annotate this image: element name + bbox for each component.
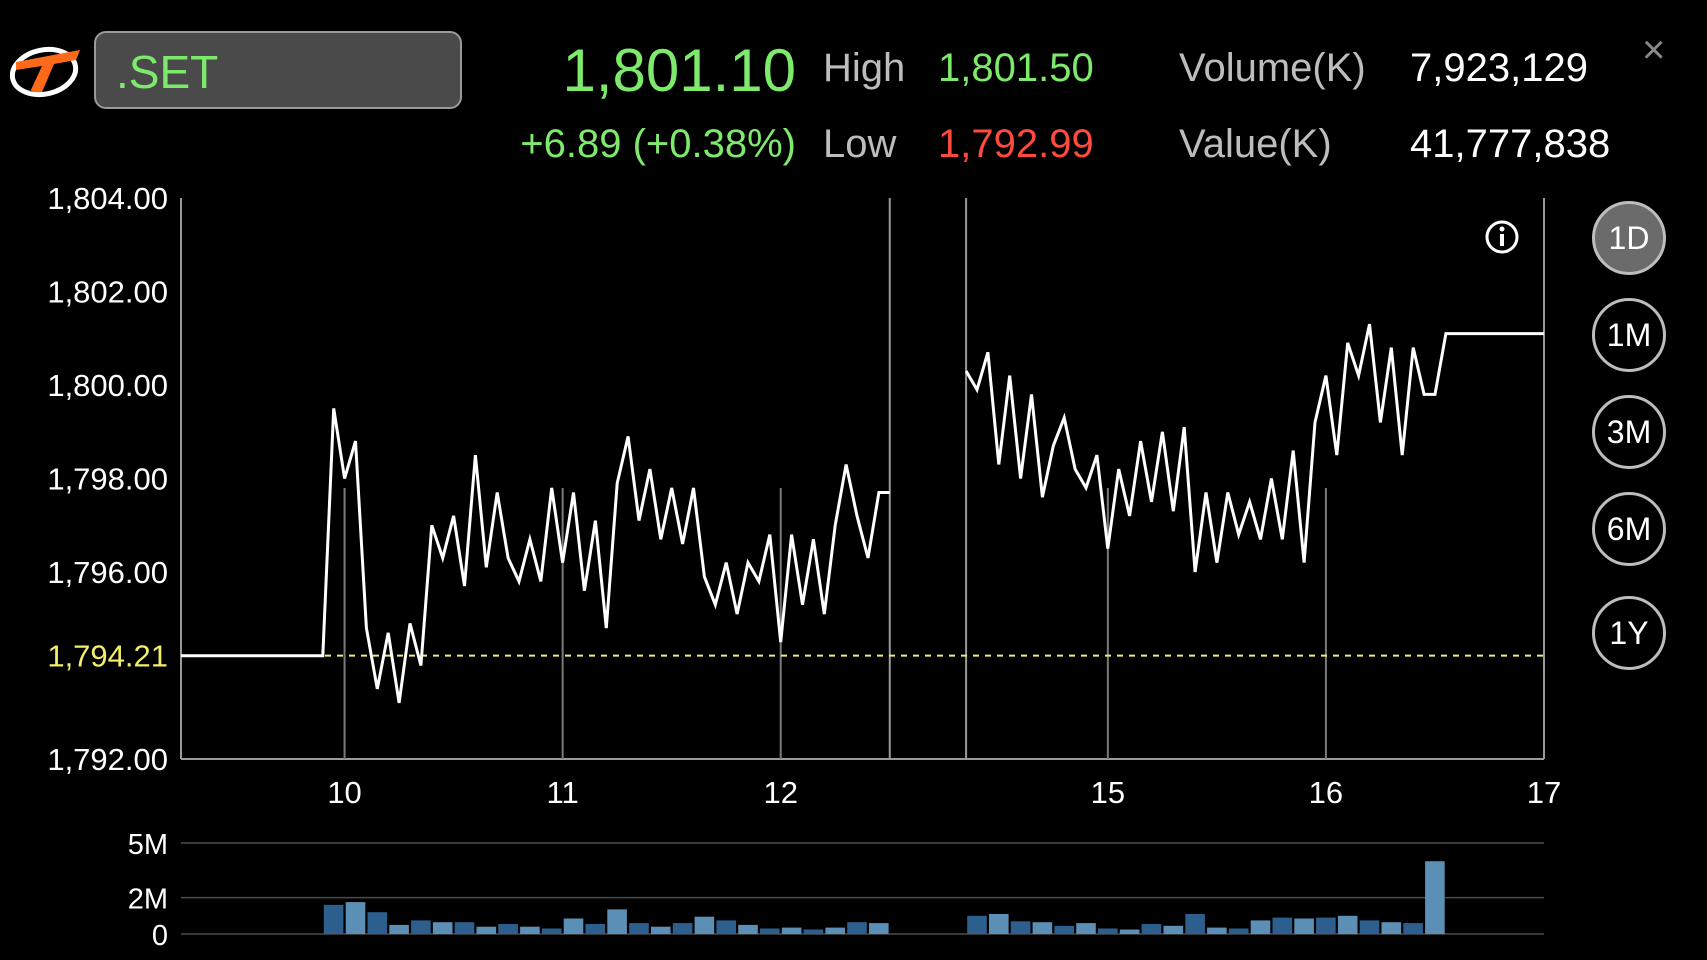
volume-bar xyxy=(1316,917,1336,934)
volume-bar xyxy=(738,924,758,934)
y-tick-label: 1,804.00 xyxy=(47,181,168,216)
x-tick-label: 12 xyxy=(763,775,797,810)
volume-bar xyxy=(869,923,889,934)
volume-value: 7,923,129 xyxy=(1410,46,1588,90)
y-tick-label: 1,800.00 xyxy=(47,368,168,403)
volume-bar xyxy=(629,923,649,934)
symbol-search-field[interactable]: .SET xyxy=(94,31,462,109)
volume-bar xyxy=(1272,917,1293,934)
volume-bar xyxy=(1054,925,1074,934)
volume-bar xyxy=(781,927,802,934)
volume-bar xyxy=(1425,861,1445,934)
volume-bar xyxy=(1207,927,1227,934)
low-label: Low xyxy=(823,122,897,166)
volume-bar xyxy=(1163,925,1184,934)
volume-bar xyxy=(476,926,497,934)
volume-bar xyxy=(563,918,584,934)
timeframe-button-1m[interactable]: 1M xyxy=(1592,298,1666,372)
x-tick-label: 15 xyxy=(1091,775,1125,810)
volume-bar xyxy=(1294,918,1314,934)
price-line-segment xyxy=(181,408,890,704)
timeframe-button-6m[interactable]: 6M xyxy=(1592,492,1666,566)
info-icon[interactable] xyxy=(1485,220,1519,254)
volume-bar xyxy=(1381,922,1402,934)
volume-bar xyxy=(345,902,366,934)
volume-bar xyxy=(432,922,453,934)
y-tick-label: 1,792.00 xyxy=(47,742,168,777)
low-value: 1,792.99 xyxy=(938,122,1094,166)
volume-bar xyxy=(1098,928,1118,934)
high-label: High xyxy=(823,46,906,90)
volume-bar xyxy=(389,924,409,934)
price-line-segment xyxy=(964,323,1544,573)
volume-tick-label: 0 xyxy=(152,920,168,952)
volume-bar xyxy=(1185,914,1205,934)
symbol-text: .SET xyxy=(116,46,219,98)
y-tick-label: 1,798.00 xyxy=(47,462,168,497)
volume-bar xyxy=(967,915,987,934)
volume-bar xyxy=(1250,920,1271,934)
brand-logo-icon xyxy=(9,44,82,100)
volume-bar xyxy=(1403,923,1423,934)
volume-bar xyxy=(1359,920,1380,934)
volume-bar xyxy=(651,926,671,934)
volume-tick-label: 2M xyxy=(128,884,168,916)
volume-bar xyxy=(1228,928,1249,934)
volume-bar xyxy=(1010,921,1031,934)
volume-bar xyxy=(585,924,606,934)
close-icon[interactable]: × xyxy=(1642,28,1666,72)
volume-tick-label: 5M xyxy=(128,829,168,861)
timeframe-button-1y[interactable]: 1Y xyxy=(1592,596,1666,670)
volume-bar xyxy=(1119,929,1140,934)
last-price: 1,801.10 xyxy=(562,37,796,104)
volume-bar xyxy=(454,922,475,934)
volume-bar xyxy=(672,923,693,934)
volume-bar xyxy=(1141,924,1162,934)
value-value: 41,777,838 xyxy=(1410,122,1611,166)
volume-bar xyxy=(1337,915,1358,934)
volume-bar xyxy=(323,904,344,934)
volume-bar xyxy=(367,912,388,934)
volume-label: Volume(K) xyxy=(1179,46,1366,90)
volume-bar xyxy=(541,928,562,934)
volume-bar xyxy=(607,909,627,934)
volume-bar xyxy=(411,920,431,934)
y-tick-label: 1,796.00 xyxy=(47,555,168,590)
volume-bar xyxy=(1032,922,1053,934)
volume-bar xyxy=(520,926,540,934)
x-tick-label: 11 xyxy=(547,775,579,810)
x-tick-label: 17 xyxy=(1527,775,1561,810)
volume-bar xyxy=(694,916,715,934)
y-tick-label: 1,802.00 xyxy=(47,275,168,310)
volume-bar xyxy=(989,914,1009,934)
timeframe-button-3m[interactable]: 3M xyxy=(1592,395,1666,469)
volume-bar xyxy=(760,928,780,934)
volume-bar xyxy=(498,924,518,934)
x-tick-label: 16 xyxy=(1309,775,1343,810)
volume-bar xyxy=(847,922,867,934)
volume-bar xyxy=(716,920,736,934)
volume-bar xyxy=(825,927,845,934)
high-value: 1,801.50 xyxy=(938,46,1094,90)
value-label: Value(K) xyxy=(1179,122,1332,166)
previous-close-label: 1,794.21 xyxy=(47,639,168,674)
price-change: +6.89 (+0.38%) xyxy=(520,122,796,166)
volume-bar xyxy=(1076,923,1096,934)
timeframe-button-1d[interactable]: 1D xyxy=(1592,201,1666,275)
x-tick-label: 10 xyxy=(327,775,361,810)
volume-bar xyxy=(803,929,824,934)
